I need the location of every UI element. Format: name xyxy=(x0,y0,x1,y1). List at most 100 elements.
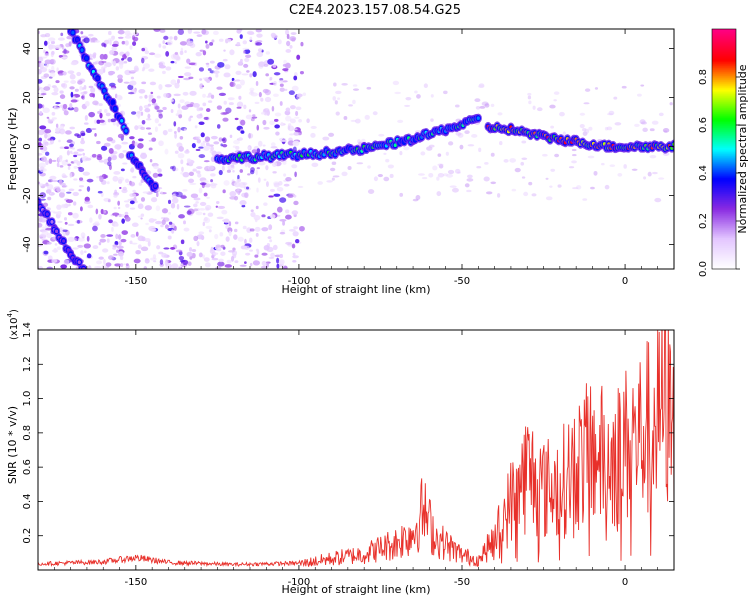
speckle-blob xyxy=(180,195,187,199)
speckle-blob xyxy=(220,244,225,249)
speckle-blob xyxy=(129,207,136,210)
speckle-blob xyxy=(237,236,244,242)
colorbar-band xyxy=(712,73,736,76)
colorbar-band xyxy=(712,157,736,160)
speckle-blob xyxy=(233,228,238,233)
colorbar-band xyxy=(712,201,736,204)
speckle-blob xyxy=(147,113,151,119)
speckle-blob xyxy=(256,167,260,170)
speckle-blob xyxy=(634,123,640,128)
speckle-blob xyxy=(196,107,201,112)
speckle-blob xyxy=(130,234,136,238)
speckle-blob xyxy=(212,70,220,74)
speckle-blob xyxy=(70,99,78,103)
speckle-blob xyxy=(217,205,226,209)
speckle-blob xyxy=(274,112,282,117)
speckle-blob xyxy=(600,162,605,166)
speckle-blob xyxy=(211,39,215,43)
speckle-blob xyxy=(141,119,146,125)
speckle-blob xyxy=(57,220,63,224)
speckle-blob xyxy=(647,171,652,177)
speckle-blob xyxy=(63,259,70,266)
speckle-blob xyxy=(178,146,184,152)
speckle-blob xyxy=(238,95,242,100)
speckle-blob xyxy=(144,258,150,264)
speckle-blob xyxy=(196,240,200,247)
speckle-blob xyxy=(51,65,55,72)
snr-ylabel: SNR (10 * v/v) xyxy=(6,406,19,484)
speckle-blob xyxy=(98,159,104,163)
speckle-blob xyxy=(550,168,556,172)
speckle-blob xyxy=(117,200,121,206)
speckle-blob xyxy=(141,57,145,64)
speckle-blob xyxy=(82,152,86,156)
colorbar-band xyxy=(712,179,736,182)
speckle-blob xyxy=(38,83,41,90)
speckle-blob xyxy=(198,231,205,235)
speckle-blob xyxy=(99,176,104,183)
speckle-blob xyxy=(103,39,110,45)
track-core xyxy=(96,76,100,81)
speckle-blob xyxy=(174,61,177,65)
speckle-blob xyxy=(38,103,43,109)
speckle-blob xyxy=(499,140,503,146)
speckle-blob xyxy=(451,187,459,193)
speckle-blob xyxy=(228,102,234,106)
speckle-blob xyxy=(229,196,237,200)
speckle-blob xyxy=(43,49,46,54)
speckle-blob xyxy=(217,61,225,68)
speckle-blob xyxy=(121,141,129,145)
speckle-blob xyxy=(202,50,207,56)
speckle-blob xyxy=(109,39,112,46)
speckle-blob xyxy=(85,157,92,161)
speckle-blob xyxy=(542,153,548,157)
speckle-blob xyxy=(467,144,475,147)
speckle-blob xyxy=(66,150,70,156)
speckle-blob xyxy=(162,45,167,49)
speckle-blob xyxy=(195,201,199,204)
speckle-blob xyxy=(40,34,47,38)
colorbar-band xyxy=(712,181,736,184)
speckle-blob xyxy=(180,239,185,245)
speckle-blob xyxy=(144,205,152,211)
speckle-blob xyxy=(107,156,112,162)
speckle-blob xyxy=(263,178,267,181)
colorbar-band xyxy=(712,53,736,56)
track-core xyxy=(80,48,84,52)
speckle-blob xyxy=(208,144,214,147)
speckle-blob xyxy=(531,193,537,197)
speckle-blob xyxy=(129,80,137,86)
speckle-blob xyxy=(614,122,622,126)
speckle-blob xyxy=(222,117,229,122)
speckle-blob xyxy=(250,209,254,213)
speckle-blob xyxy=(47,138,53,141)
colorbar-band xyxy=(712,131,736,134)
speckle-blob xyxy=(292,252,296,256)
speckle-blob xyxy=(317,181,323,185)
speckle-blob xyxy=(220,251,226,256)
speckle-blob xyxy=(244,57,250,63)
speckle-blob xyxy=(48,37,56,42)
speckle-blob xyxy=(331,161,337,166)
speckle-blob xyxy=(129,193,137,198)
speckle-blob xyxy=(341,171,348,177)
colorbar-band xyxy=(712,33,736,36)
speckle-blob xyxy=(241,204,246,208)
speckle-blob xyxy=(171,263,179,269)
speckle-blob xyxy=(32,220,36,225)
speckle-blob xyxy=(459,144,464,150)
speckle-blob xyxy=(127,91,135,95)
speckle-blob xyxy=(269,78,272,81)
speckle-blob xyxy=(285,115,292,122)
speckle-blob xyxy=(251,116,258,119)
speckle-blob xyxy=(158,64,166,69)
speckle-blob xyxy=(593,170,598,176)
colorbar-band xyxy=(712,249,736,252)
speckle-blob xyxy=(158,123,162,127)
speckle-blob xyxy=(292,259,297,263)
speckle-blob xyxy=(186,103,194,108)
speckle-blob xyxy=(397,119,404,123)
colorbar-band xyxy=(712,111,736,114)
speckle-blob xyxy=(355,118,361,124)
speckle-blob xyxy=(132,175,137,179)
